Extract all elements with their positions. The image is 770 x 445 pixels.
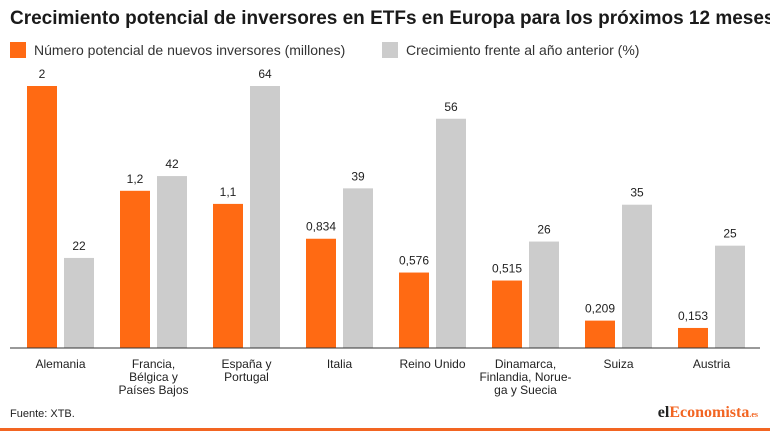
legend-swatch-gray [382, 42, 398, 58]
data-label: 35 [630, 186, 644, 200]
bottom-accent-bar [0, 428, 770, 431]
bar-growth [64, 257, 94, 348]
data-label: 0,834 [306, 220, 336, 234]
bar-growth [250, 86, 280, 348]
bar-investors [120, 190, 150, 348]
data-label: 39 [351, 169, 365, 183]
category-label: Italia [327, 357, 353, 371]
category-label: Reino Unido [399, 357, 465, 371]
data-label: 1,2 [127, 172, 144, 186]
legend-label-growth: Crecimiento frente al año anterior (%) [406, 42, 640, 58]
source-note: Fuente: XTB. [10, 408, 75, 420]
legend-item-growth: Crecimiento frente al año anterior (%) [382, 42, 639, 58]
data-label: 25 [723, 227, 737, 241]
bar-investors [27, 86, 57, 348]
bar-investors [492, 280, 522, 348]
bar-investors [585, 320, 615, 348]
bar-growth [343, 188, 373, 348]
bar-investors [399, 272, 429, 348]
bar-growth [436, 118, 466, 348]
category-label: Finlandia, Norue- [479, 370, 571, 384]
category-label: España y [221, 357, 271, 371]
category-label: Alemania [35, 357, 85, 371]
data-label: 0,153 [678, 309, 708, 323]
category-label: ga y Suecia [494, 383, 557, 397]
legend-item-investors: Número potencial de nuevos inversores (m… [10, 42, 345, 58]
data-label: 22 [72, 239, 86, 253]
bar-investors [213, 203, 243, 348]
data-label: 0,515 [492, 262, 522, 276]
legend-swatch-orange [10, 42, 26, 58]
brand-part1: el [657, 404, 670, 421]
bar-investors [306, 238, 336, 348]
data-label: 26 [537, 223, 551, 237]
data-label: 42 [165, 157, 179, 171]
category-label: Bélgica y [129, 370, 178, 384]
bar-growth [622, 204, 652, 348]
brand-logo: elEconomista.es [658, 404, 758, 422]
data-label: 0,209 [585, 302, 615, 316]
data-label: 2 [39, 67, 46, 81]
data-label: 64 [258, 67, 272, 81]
data-label: 56 [444, 100, 458, 114]
category-label: Portugal [224, 370, 269, 384]
category-label: Dinamarca, [495, 357, 556, 371]
chart-title: Crecimiento potencial de inversores en E… [10, 8, 770, 29]
bar-investors [678, 327, 708, 348]
category-label: Francia, [132, 357, 175, 371]
bar-growth [715, 245, 745, 348]
category-label: Suiza [603, 357, 633, 371]
legend-label-investors: Número potencial de nuevos inversores (m… [34, 42, 346, 58]
category-label: Países Bajos [118, 383, 188, 397]
bar-growth [529, 241, 559, 348]
brand-part2: Economista [669, 404, 750, 421]
data-label: 1,1 [220, 185, 237, 199]
data-label: 0,576 [399, 254, 429, 268]
bar-growth [157, 176, 187, 348]
brand-suffix: .es [749, 410, 758, 419]
category-label: Austria [693, 357, 731, 371]
